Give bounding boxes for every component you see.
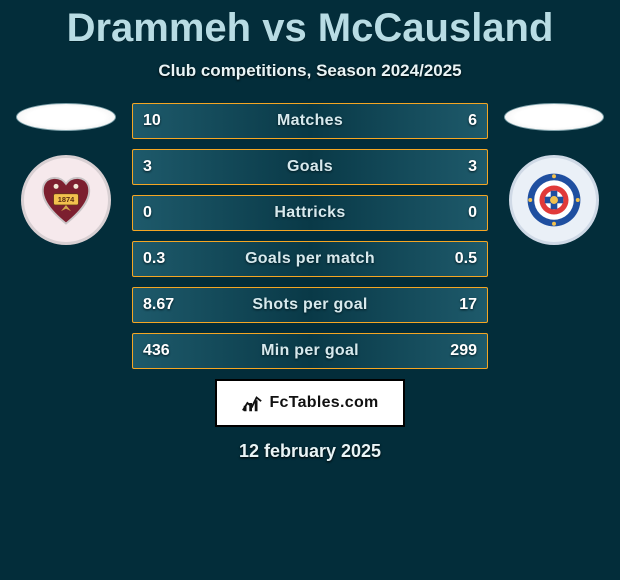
left-player-oval xyxy=(16,103,116,131)
stat-row: 3 Goals 3 xyxy=(132,149,488,185)
left-team-badge: 1874 xyxy=(21,155,111,245)
fctables-label: FcTables.com xyxy=(269,394,378,412)
stat-right-value: 6 xyxy=(427,112,477,130)
chart-icon xyxy=(241,392,263,414)
stats-column: 10 Matches 6 3 Goals 3 0 Hattricks 0 0.3… xyxy=(126,103,494,462)
stat-row: 0.3 Goals per match 0.5 xyxy=(132,241,488,277)
stat-row: 10 Matches 6 xyxy=(132,103,488,139)
stat-label: Shots per goal xyxy=(193,296,427,314)
stat-label: Matches xyxy=(193,112,427,130)
stat-left-value: 10 xyxy=(143,112,193,130)
right-side xyxy=(494,103,614,462)
stat-row: 8.67 Shots per goal 17 xyxy=(132,287,488,323)
stat-right-value: 17 xyxy=(427,296,477,314)
stat-right-value: 3 xyxy=(427,158,477,176)
stat-right-value: 0 xyxy=(427,204,477,222)
comparison-date: 12 february 2025 xyxy=(132,441,488,462)
stat-left-value: 3 xyxy=(143,158,193,176)
left-side: 1874 xyxy=(6,103,126,462)
stat-label: Goals per match xyxy=(193,250,427,268)
stat-label: Goals xyxy=(193,158,427,176)
right-team-badge xyxy=(509,155,599,245)
stat-left-value: 0.3 xyxy=(143,250,193,268)
hearts-year: 1874 xyxy=(58,195,75,204)
stat-row: 436 Min per goal 299 xyxy=(132,333,488,369)
page-subtitle: Club competitions, Season 2024/2025 xyxy=(0,61,620,81)
stat-label: Min per goal xyxy=(193,342,427,360)
stat-left-value: 436 xyxy=(143,342,193,360)
stat-left-value: 0 xyxy=(143,204,193,222)
rangers-crest-icon xyxy=(521,167,587,233)
stat-left-value: 8.67 xyxy=(143,296,193,314)
comparison-layout: 1874 10 Matches 6 3 Goals 3 0 Hattricks … xyxy=(0,103,620,462)
page-title: Drammeh vs McCausland xyxy=(0,0,620,51)
hearts-crest-icon: 1874 xyxy=(35,169,97,231)
fctables-badge: FcTables.com xyxy=(215,379,405,427)
stat-right-value: 0.5 xyxy=(427,250,477,268)
stat-label: Hattricks xyxy=(193,204,427,222)
stat-row: 0 Hattricks 0 xyxy=(132,195,488,231)
right-player-oval xyxy=(504,103,604,131)
stat-right-value: 299 xyxy=(427,342,477,360)
